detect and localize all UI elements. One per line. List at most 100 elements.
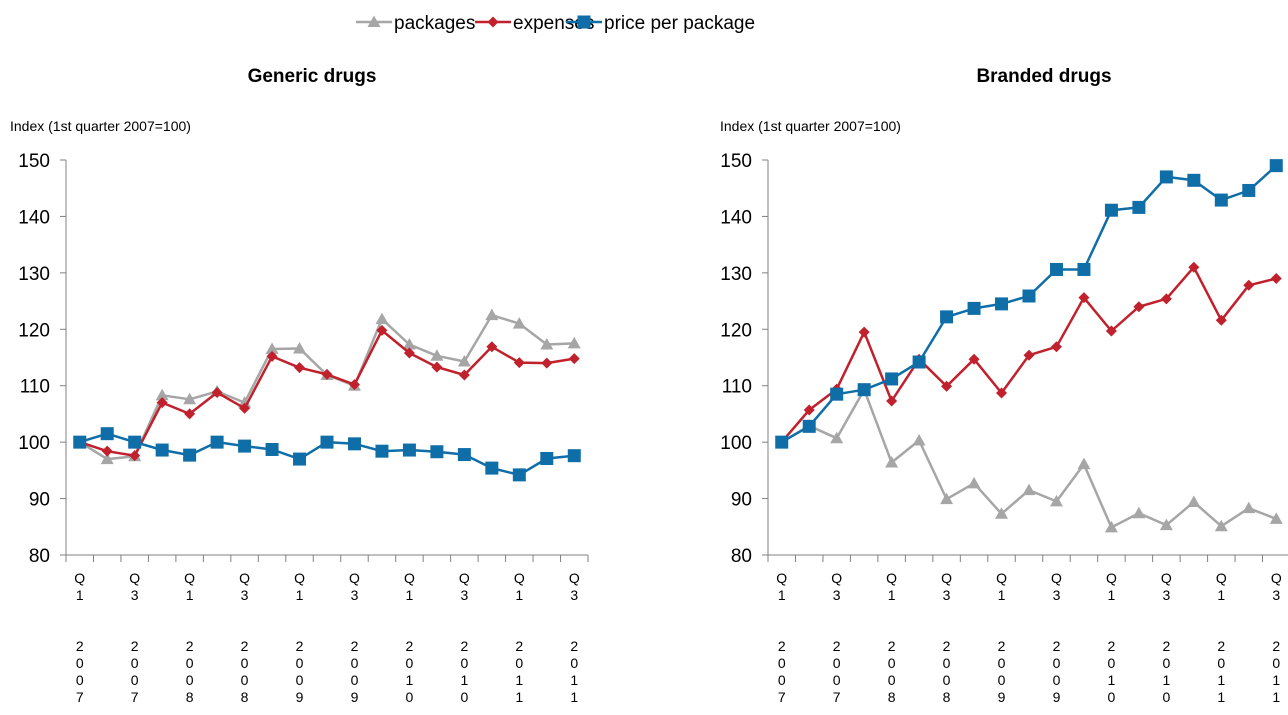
legend-item-packages: packages [356, 13, 475, 34]
x-tick-year-char: 7 [833, 689, 841, 705]
x-tick-year-char: 0 [1108, 655, 1116, 671]
y-tick-label: 140 [720, 207, 752, 228]
x-tick-quarter-char: Q [1106, 570, 1117, 586]
data-point [183, 448, 197, 462]
data-point [885, 372, 899, 386]
x-tick-year-char: 7 [778, 689, 786, 705]
data-point [1022, 289, 1036, 303]
data-point [541, 357, 553, 369]
x-tick-year-char: 0 [351, 672, 359, 688]
data-point [1187, 495, 1201, 507]
x-tick-year-char: 2 [943, 638, 951, 654]
data-point [513, 357, 525, 369]
y-tick-label: 90 [29, 490, 50, 511]
data-point [1132, 200, 1146, 214]
legend-label: expenses [513, 13, 594, 34]
data-point [183, 392, 197, 405]
x-tick-year-char: 9 [998, 689, 1006, 705]
x-tick-quarter-char: Q [129, 570, 140, 586]
legend-item-price-per-package: price per package [566, 13, 755, 34]
data-point [858, 326, 870, 338]
data-point [320, 435, 334, 449]
x-tick-year-char: 2 [1053, 638, 1061, 654]
data-point [1049, 494, 1063, 507]
x-tick-quarter-char: 3 [570, 587, 578, 603]
x-tick-year-char: 0 [406, 655, 414, 671]
data-point [1215, 314, 1227, 326]
x-tick-quarter-char: Q [996, 570, 1007, 586]
data-point [100, 452, 114, 465]
x-tick-year-char: 2 [131, 638, 139, 654]
x-tick-year-char: 2 [76, 638, 84, 654]
x-tick-quarter-char: 1 [1217, 587, 1225, 603]
x-tick-quarter-char: 3 [1162, 587, 1170, 603]
data-point [1214, 519, 1228, 532]
x-tick-quarter-char: Q [459, 570, 470, 586]
x-tick-year-char: 1 [406, 672, 414, 688]
data-point [293, 452, 307, 466]
legend-label: price per package [604, 13, 755, 34]
series-packages [775, 383, 1283, 533]
x-tick-year-char: 2 [570, 638, 578, 654]
x-tick-year-char: 2 [296, 638, 304, 654]
x-tick-year-char: 2 [1108, 638, 1116, 654]
data-point [885, 455, 899, 468]
x-tick-quarter-char: Q [294, 570, 305, 586]
x-tick-year-char: 0 [1217, 655, 1225, 671]
data-point [995, 297, 1009, 311]
x-tick-year-char: 0 [351, 655, 359, 671]
x-tick-quarter-char: 1 [778, 587, 786, 603]
y-tick-label: 80 [731, 546, 752, 567]
data-point [238, 439, 252, 453]
x-tick-year-char: 1 [1272, 672, 1280, 688]
data-point [940, 310, 954, 324]
x-tick-quarter-char: 3 [131, 587, 139, 603]
y-axis-label: Index (1st quarter 2007=100) [10, 118, 191, 134]
y-tick-label: 150 [18, 151, 50, 172]
x-tick-year-char: 8 [888, 689, 896, 705]
data-point [567, 336, 581, 349]
x-tick-year-char: 1 [1217, 689, 1225, 705]
x-tick-year-char: 8 [943, 689, 951, 705]
x-tick-year-char: 9 [1053, 689, 1061, 705]
legend: packages expenses price per package [356, 13, 755, 34]
series-price-per-package [775, 159, 1283, 449]
data-point [830, 387, 844, 401]
data-point [73, 435, 87, 449]
y-tick-label: 120 [720, 320, 752, 341]
x-tick-year-char: 0 [296, 672, 304, 688]
x-tick-quarter-char: Q [776, 570, 787, 586]
x-tick-year-char: 2 [351, 638, 359, 654]
data-point [457, 448, 471, 462]
x-tick-year-char: 0 [833, 655, 841, 671]
data-point [375, 444, 389, 458]
data-point [485, 461, 499, 475]
x-tick-year-char: 0 [1053, 655, 1061, 671]
x-tick-year-char: 0 [1272, 655, 1280, 671]
x-tick-year-char: 2 [1217, 638, 1225, 654]
data-point [1049, 262, 1063, 276]
data-point [940, 492, 954, 505]
series-expenses [74, 324, 580, 462]
data-point [266, 350, 278, 362]
x-tick-year-char: 2 [1162, 638, 1170, 654]
x-tick-quarter-char: Q [1216, 570, 1227, 586]
data-point [1242, 183, 1256, 197]
x-tick-year-char: 0 [1162, 689, 1170, 705]
y-tick-label: 90 [731, 490, 752, 511]
x-tick-quarter-char: 1 [888, 587, 896, 603]
x-tick-year-char: 2 [833, 638, 841, 654]
x-tick-year-char: 0 [76, 655, 84, 671]
x-tick-year-char: 1 [1272, 689, 1280, 705]
data-point [775, 435, 789, 449]
data-point [485, 308, 499, 321]
x-tick-year-char: 1 [570, 672, 578, 688]
data-point [402, 443, 416, 457]
x-tick-quarter-char: Q [404, 570, 415, 586]
